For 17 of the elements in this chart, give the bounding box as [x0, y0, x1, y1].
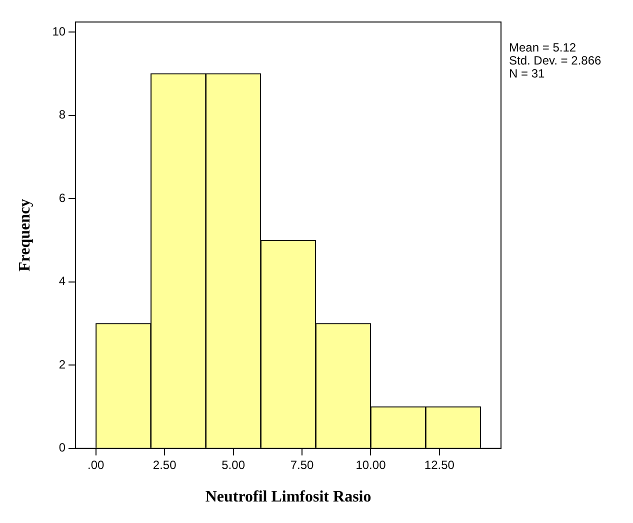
- y-tick-label: 6: [58, 190, 66, 205]
- x-tick-label: 2.50: [152, 458, 177, 472]
- y-tick-label: 8: [58, 108, 66, 122]
- y-tick-label: 10: [52, 24, 66, 38]
- y-tick-label: 2: [58, 357, 66, 372]
- x-tick-label: 7.50: [290, 458, 314, 472]
- text: N = 31: [509, 66, 546, 80]
- x-axis-title: Neutrofil Limfosit Rasio: [205, 488, 372, 506]
- x-tick-label: .00: [88, 458, 105, 472]
- x-tick-label: 10.00: [356, 458, 386, 472]
- x-tick-label: 12.50: [424, 458, 455, 472]
- y-tick-label: 0: [58, 440, 66, 455]
- x-tick-label: 5.00: [222, 458, 246, 472]
- y-tick-label: 4: [58, 274, 66, 288]
- text: Mean = 5.12: [509, 40, 576, 54]
- text: Std. Dev. = 2.866: [509, 53, 602, 68]
- y-axis-title: Frequency: [16, 198, 34, 272]
